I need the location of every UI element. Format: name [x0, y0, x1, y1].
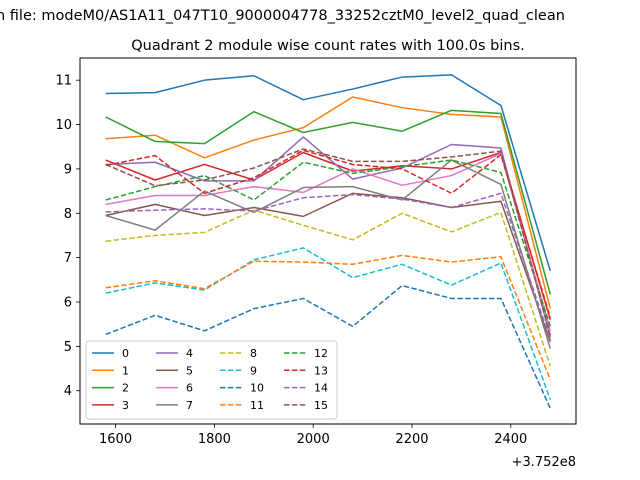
x-tick-label: 2000 [297, 432, 330, 447]
legend-label-14: 14 [314, 382, 328, 395]
x-tick-label: 1600 [99, 432, 132, 447]
legend-label-13: 13 [314, 364, 328, 377]
series-line-2 [105, 109, 552, 295]
legend-label-0: 0 [122, 347, 129, 360]
series-line-14 [105, 192, 552, 340]
legend-label-7: 7 [186, 399, 193, 412]
plot-frame [79, 57, 577, 425]
legend-label-6: 6 [186, 382, 193, 395]
series-line-7 [105, 159, 552, 349]
y-tick-label: 10 [55, 118, 72, 133]
x-axis-ticks: 1600 1800 2000 2200 2400 [99, 424, 527, 447]
x-tick-label: 2200 [395, 432, 428, 447]
figure-suptitle: n file: modeM0/AS1A11_047T10_9000004778_… [0, 8, 565, 24]
x-tick-label: 2400 [494, 432, 527, 447]
series-line-1 [105, 96, 552, 309]
legend-label-11: 11 [250, 399, 264, 412]
y-tick-label: 5 [64, 340, 72, 355]
series-line-10 [105, 284, 551, 409]
legend-label-5: 5 [186, 364, 193, 377]
legend-label-3: 3 [122, 399, 129, 412]
x-tick-label: 1800 [198, 432, 231, 447]
legend-label-1: 1 [122, 364, 129, 377]
series-line-13 [105, 149, 552, 318]
plot-lines [105, 74, 552, 409]
series-line-12 [105, 159, 552, 327]
legend-box [85, 340, 338, 420]
series-line-15 [105, 148, 552, 336]
y-tick-label: 9 [64, 162, 72, 177]
series-line-0 [105, 74, 552, 272]
series-line-6 [105, 152, 552, 332]
y-tick-label: 11 [55, 74, 72, 89]
legend-label-4: 4 [186, 347, 193, 360]
y-axis-ticks: 4 5 6 7 8 9 10 11 [55, 74, 80, 399]
legend-label-15: 15 [314, 399, 328, 412]
legend-label-12: 12 [314, 347, 328, 360]
y-tick-label: 6 [64, 296, 72, 311]
legend-label-9: 9 [250, 364, 257, 377]
legend-label-2: 2 [122, 382, 129, 395]
y-tick-label: 8 [64, 207, 72, 222]
legend-label-8: 8 [250, 347, 257, 360]
legend-label-10: 10 [250, 382, 264, 395]
series-line-3 [105, 151, 552, 320]
x-axis-offset-label: +3.752e8 [512, 455, 576, 470]
series-line-4 [105, 136, 552, 338]
chart-title: Quadrant 2 module wise count rates with … [131, 38, 525, 54]
series-line-8 [105, 209, 552, 367]
y-tick-label: 4 [64, 384, 72, 399]
series-line-11 [105, 254, 552, 380]
y-tick-label: 7 [64, 251, 72, 266]
